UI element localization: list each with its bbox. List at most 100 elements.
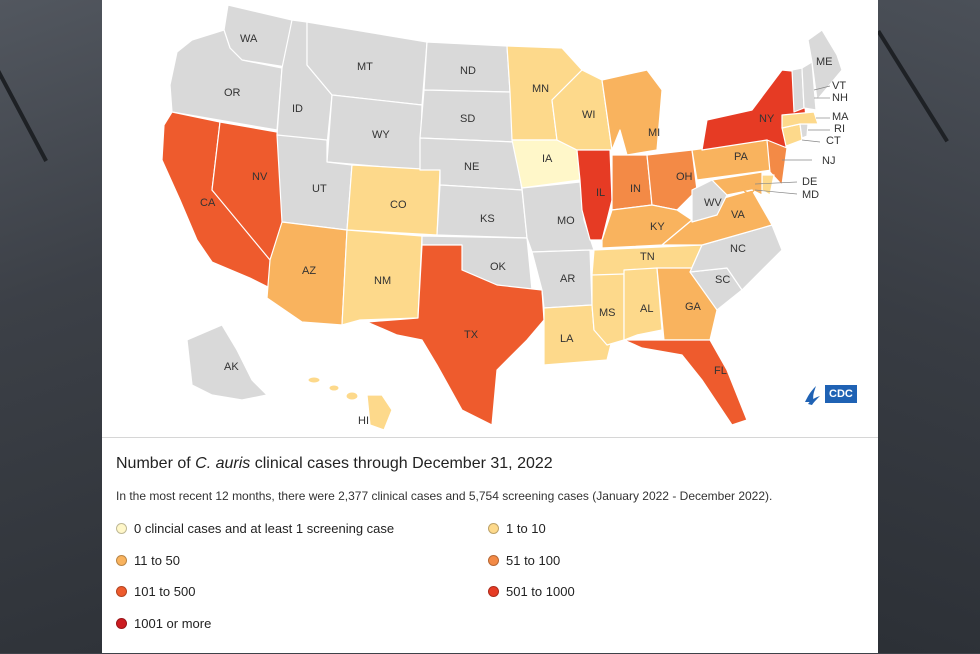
state-label-tn: TN <box>640 251 655 263</box>
legend-swatch <box>488 523 499 534</box>
state-label-de: DE <box>802 176 817 188</box>
state-mi[interactable] <box>601 69 663 156</box>
state-md[interactable] <box>711 171 763 196</box>
callout-lines <box>754 85 831 195</box>
state-label-va: VA <box>731 209 746 221</box>
legend-swatch <box>116 555 127 566</box>
legend-item: 101 to 500 <box>116 584 195 599</box>
state-oh[interactable] <box>646 149 698 211</box>
legend-item-label: 0 clincial cases and at least 1 screenin… <box>134 521 395 536</box>
state-label-oh: OH <box>676 171 693 183</box>
state-label-ia: IA <box>542 153 553 165</box>
hawaii-islands <box>307 376 359 401</box>
legend-item-label: 51 to 100 <box>506 553 561 568</box>
state-or[interactable] <box>169 29 283 131</box>
state-label-co: CO <box>390 199 407 211</box>
state-label-me: ME <box>816 56 833 68</box>
state-label-mn: MN <box>532 83 549 95</box>
map-card: WA OR CA NV ID MT WY UT AZ CO NM ND SD NE KS OK TX MN IA MO… <box>102 0 878 653</box>
legend-swatch <box>116 586 127 597</box>
state-nj[interactable] <box>766 139 788 186</box>
state-label-ks: KS <box>480 213 495 225</box>
state-label-hi: HI <box>358 415 369 427</box>
state-hi[interactable] <box>366 394 393 431</box>
state-ky[interactable] <box>601 204 693 249</box>
state-label-ak: AK <box>224 361 239 373</box>
state-label-wi: WI <box>582 109 595 121</box>
legend-title-prefix: Number of <box>116 455 196 472</box>
state-label-wy: WY <box>372 129 390 141</box>
state-label-il: IL <box>596 187 605 199</box>
state-label-ky: KY <box>650 221 665 233</box>
state-label-ne: NE <box>464 161 479 173</box>
state-ri[interactable] <box>799 123 809 139</box>
state-ma[interactable] <box>781 111 819 129</box>
state-ms[interactable] <box>591 264 625 346</box>
cdc-logo-text: CDC <box>825 385 857 403</box>
state-label-or: OR <box>224 87 241 99</box>
state-label-ca: CA <box>200 197 216 209</box>
legend-item-label: 501 to 1000 <box>506 584 575 599</box>
legend-item-label: 1001 or more <box>134 616 212 631</box>
legend-swatch <box>488 586 499 597</box>
state-label-sc: SC <box>715 274 730 286</box>
state-label-mt: MT <box>357 61 373 73</box>
legend-item-label: 11 to 50 <box>134 553 181 568</box>
state-label-nm: NM <box>374 275 391 287</box>
state-label-nj: NJ <box>822 155 835 167</box>
legend-item: 0 clincial cases and at least 1 screenin… <box>116 521 394 536</box>
state-label-wa: WA <box>240 33 258 45</box>
us-map: WA OR CA NV ID MT WY UT AZ CO NM ND SD NE KS OK TX MN IA MO… <box>102 0 878 437</box>
state-label-ma: MA <box>832 111 849 123</box>
state-label-az: AZ <box>302 265 316 277</box>
state-nh[interactable] <box>801 61 817 111</box>
state-fl[interactable] <box>623 339 748 426</box>
state-label-tx: TX <box>464 329 479 341</box>
state-label-la: LA <box>560 333 574 345</box>
legend-swatch <box>488 555 499 566</box>
state-ak[interactable] <box>186 324 268 401</box>
state-label-fl: FL <box>714 365 727 377</box>
legend-title: Number of C. auris clinical cases throug… <box>116 455 553 473</box>
state-ks[interactable] <box>436 184 528 239</box>
legend-swatch <box>116 523 127 534</box>
state-nm[interactable] <box>341 229 423 326</box>
legend-item: 1001 or more <box>116 616 211 631</box>
state-label-in: IN <box>630 183 641 195</box>
us-map-svg: WA OR CA NV ID MT WY UT AZ CO NM ND SD NE KS OK TX MN IA MO… <box>161 4 849 431</box>
legend-item: 51 to 100 <box>488 553 560 568</box>
state-label-ok: OK <box>490 261 507 273</box>
state-label-pa: PA <box>734 151 749 163</box>
state-al[interactable] <box>623 267 663 341</box>
de-md-callout-circle <box>742 180 756 194</box>
legend-swatch <box>116 618 127 629</box>
legend-item: 11 to 50 <box>116 553 180 568</box>
background-right-panel <box>878 0 980 653</box>
state-me[interactable] <box>807 29 843 101</box>
state-label-nd: ND <box>460 65 476 77</box>
legend-item-label: 101 to 500 <box>134 584 196 599</box>
state-label-ny: NY <box>759 113 775 125</box>
state-wv[interactable] <box>691 179 728 223</box>
legend-subtitle: In the most recent 12 months, there were… <box>116 489 773 503</box>
legend-panel: Number of C. auris clinical cases throug… <box>102 437 878 654</box>
cdc-logo: CDC <box>802 382 857 406</box>
state-label-vt: VT <box>832 80 846 92</box>
state-label-md: MD <box>802 189 819 201</box>
state-label-al: AL <box>640 303 653 315</box>
legend-item-label: 1 to 10 <box>506 521 546 536</box>
state-label-ar: AR <box>560 273 575 285</box>
state-label-ut: UT <box>312 183 327 195</box>
hhs-eagle-icon <box>805 386 820 405</box>
state-label-ms: MS <box>599 307 616 319</box>
state-de[interactable] <box>761 174 775 196</box>
state-label-nh: NH <box>832 92 848 104</box>
state-label-ga: GA <box>685 301 702 313</box>
state-label-wv: WV <box>704 197 722 209</box>
legend-title-italic: C. auris <box>195 455 251 472</box>
state-tx[interactable] <box>366 244 545 426</box>
state-label-ct: CT <box>826 135 841 147</box>
state-il[interactable] <box>576 149 613 241</box>
state-label-mi: MI <box>648 127 660 139</box>
legend-item: 501 to 1000 <box>488 584 575 599</box>
